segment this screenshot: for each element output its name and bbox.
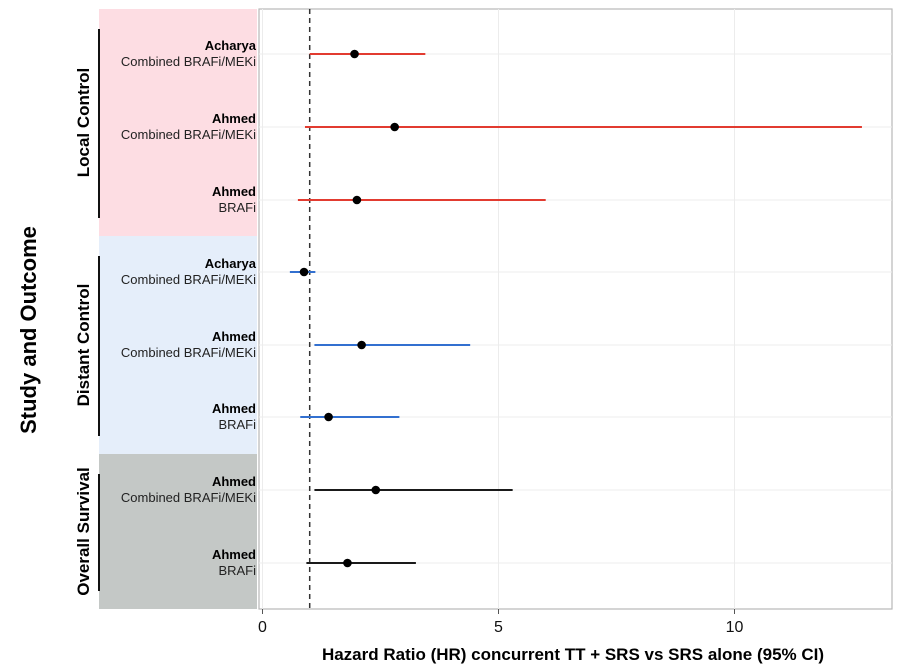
- x-axis-title: Hazard Ratio (HR) concurrent TT + SRS vs…: [322, 645, 824, 664]
- hr-point: [371, 485, 381, 495]
- hr-point: [324, 412, 333, 422]
- subgroup-label: Combined BRAFi/MEKi: [121, 490, 256, 505]
- study-label: Ahmed: [212, 329, 256, 344]
- subgroup-label: Combined BRAFi/MEKi: [121, 54, 256, 69]
- subgroup-label: Combined BRAFi/MEKi: [121, 272, 256, 287]
- hr-point: [390, 122, 399, 132]
- x-tick-label: 0: [258, 619, 267, 636]
- subgroup-label: BRAFi: [218, 563, 256, 578]
- hr-point: [357, 340, 366, 350]
- subgroup-label: BRAFi: [218, 200, 256, 215]
- group-band: [99, 236, 257, 454]
- study-label: Ahmed: [212, 111, 256, 126]
- y-axis-title: Study and Outcome: [16, 226, 41, 434]
- hr-point: [343, 558, 352, 568]
- hr-point: [352, 195, 362, 205]
- study-label: Ahmed: [212, 474, 256, 489]
- group-label: Distant Control: [74, 284, 93, 407]
- x-tick-label: 5: [494, 619, 503, 636]
- study-label: Ahmed: [212, 184, 256, 199]
- group-bands: [99, 9, 257, 609]
- forest-rows: [289, 49, 862, 568]
- subgroup-label: Combined BRAFi/MEKi: [121, 127, 256, 142]
- x-tick-label: 10: [726, 619, 744, 636]
- subgroup-label: Combined BRAFi/MEKi: [121, 345, 256, 360]
- group-labels: Local Control Distant Control Overall Surv…: [74, 29, 100, 596]
- study-label: Acharya: [205, 256, 257, 271]
- subgroup-label: BRAFi: [218, 417, 256, 432]
- x-axis-ticks: 0 5 10: [258, 609, 744, 636]
- hr-point: [350, 49, 359, 59]
- study-label: Ahmed: [212, 401, 256, 416]
- plot-panel: [258, 8, 893, 610]
- study-label: Ahmed: [212, 547, 256, 562]
- study-label: Acharya: [205, 38, 257, 53]
- group-label: Local Control: [74, 68, 93, 178]
- hr-point: [299, 267, 309, 277]
- group-band: [99, 9, 257, 236]
- group-label: Overall Survival: [74, 467, 93, 596]
- group-band: [99, 454, 257, 609]
